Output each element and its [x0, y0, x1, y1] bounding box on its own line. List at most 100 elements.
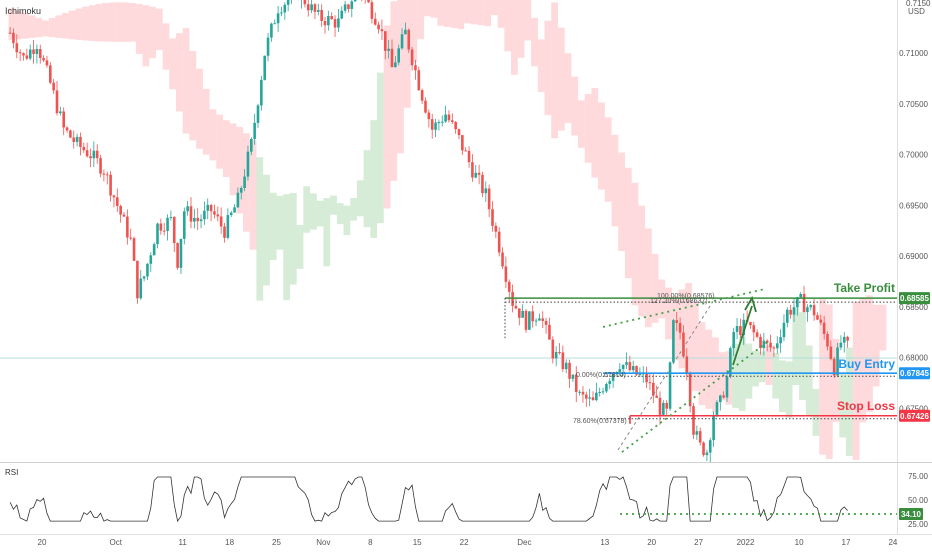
cloud-segment	[671, 295, 679, 361]
candle-body	[400, 34, 404, 49]
drawings: 100.00%(0.68576)127.20%(0.68637) 0.00%(0.…	[504, 281, 897, 453]
candle-body	[186, 206, 189, 212]
price-tick: 0.70500	[899, 100, 928, 109]
candle-body	[518, 308, 521, 318]
candle-body	[842, 336, 846, 343]
fib-annotation-0: 0.00%(0.67814)	[576, 372, 626, 379]
time-tick: 17	[842, 538, 851, 547]
candle-body	[789, 309, 792, 315]
candle-body	[256, 105, 260, 123]
price-tick: 0.71000	[899, 49, 928, 58]
cloud-segment	[343, 205, 351, 236]
time-tick: 18	[225, 538, 234, 547]
candle-body	[280, 12, 283, 14]
candle-body	[340, 10, 344, 19]
candle-body	[621, 364, 625, 370]
candle-body	[588, 397, 591, 399]
candle-body	[397, 48, 400, 63]
cloud-segment	[283, 194, 290, 301]
candle-body	[477, 172, 481, 175]
candle-body	[467, 150, 471, 163]
candle-body	[688, 373, 692, 407]
candle-body	[715, 402, 719, 416]
candle-body	[829, 346, 833, 359]
cloud-segment	[216, 114, 223, 169]
cloud-segment	[785, 361, 793, 418]
cloud-segment	[28, 15, 36, 38]
time-tick: 11	[179, 538, 188, 547]
candle-body	[226, 215, 230, 238]
candle-body	[471, 162, 474, 178]
cloud-segment	[450, 0, 458, 29]
time-tick: 20	[647, 538, 656, 547]
candle-body	[735, 326, 739, 332]
candle-body	[591, 397, 595, 401]
candle-body	[166, 217, 169, 231]
cloud-segment	[772, 352, 780, 399]
candle-body	[447, 114, 451, 121]
candle-body	[507, 281, 511, 292]
cloud-segment	[15, 10, 22, 40]
cloud-segment	[698, 322, 706, 406]
candle-body	[454, 122, 457, 130]
candle-body	[260, 79, 263, 106]
candle-body	[65, 127, 69, 131]
candle-body	[179, 238, 183, 268]
candle-body	[708, 440, 712, 453]
cloud-segment	[209, 109, 217, 161]
candle-body	[353, 0, 357, 2]
take-profit-label: Take Profit	[834, 281, 895, 295]
cloud-segment	[62, 12, 69, 39]
cloud-segment	[135, 3, 143, 55]
candle-body	[501, 252, 504, 267]
candle-body	[725, 376, 729, 398]
price-tick: 0.68000	[899, 354, 928, 363]
cloud-segment	[256, 157, 264, 301]
cloud-segment	[122, 2, 130, 42]
cloud-segment	[88, 5, 96, 41]
cloud-segment	[872, 304, 880, 387]
candle-body	[306, 4, 310, 11]
candle-body	[427, 112, 431, 120]
candle-body	[347, 4, 350, 9]
cloud-segment	[504, 0, 512, 52]
cloud-segment	[792, 307, 800, 386]
candle-body	[514, 305, 518, 309]
rsi-badge-label: 34.10	[901, 510, 922, 519]
candle-body	[159, 223, 163, 231]
candle-body	[270, 23, 273, 38]
candle-body	[574, 374, 578, 392]
candle-body	[796, 297, 799, 308]
cloud-segment	[296, 224, 304, 269]
price-badge	[899, 367, 930, 380]
cloud-segment	[457, 0, 465, 30]
candle-body	[229, 212, 233, 216]
time-tick: 24	[888, 538, 897, 547]
candle-body	[390, 48, 394, 68]
candle-body	[367, 0, 370, 3]
candle-body	[49, 65, 52, 83]
cloud-segment	[236, 126, 244, 214]
candle-body	[105, 174, 109, 176]
cloud-segment	[397, 0, 404, 154]
cloud-segment	[571, 76, 579, 136]
time-tick: 27	[694, 538, 703, 547]
cloud-segment	[82, 6, 89, 41]
candle-body	[380, 29, 384, 32]
time-tick: 2022	[737, 538, 755, 547]
cloud-segment	[879, 304, 887, 351]
cloud-segment	[470, 0, 478, 25]
cloud-segment	[35, 17, 43, 38]
candle-body	[417, 70, 421, 91]
candle-body	[69, 130, 72, 138]
cloud-segment	[846, 347, 853, 456]
candle-body	[139, 278, 143, 299]
candle-body	[752, 325, 756, 333]
candle-body	[702, 442, 705, 455]
candle-body	[28, 49, 32, 59]
candle-body	[176, 243, 179, 268]
cloud-segment	[557, 27, 565, 131]
candle-body	[832, 358, 836, 376]
candle-body	[142, 276, 146, 279]
